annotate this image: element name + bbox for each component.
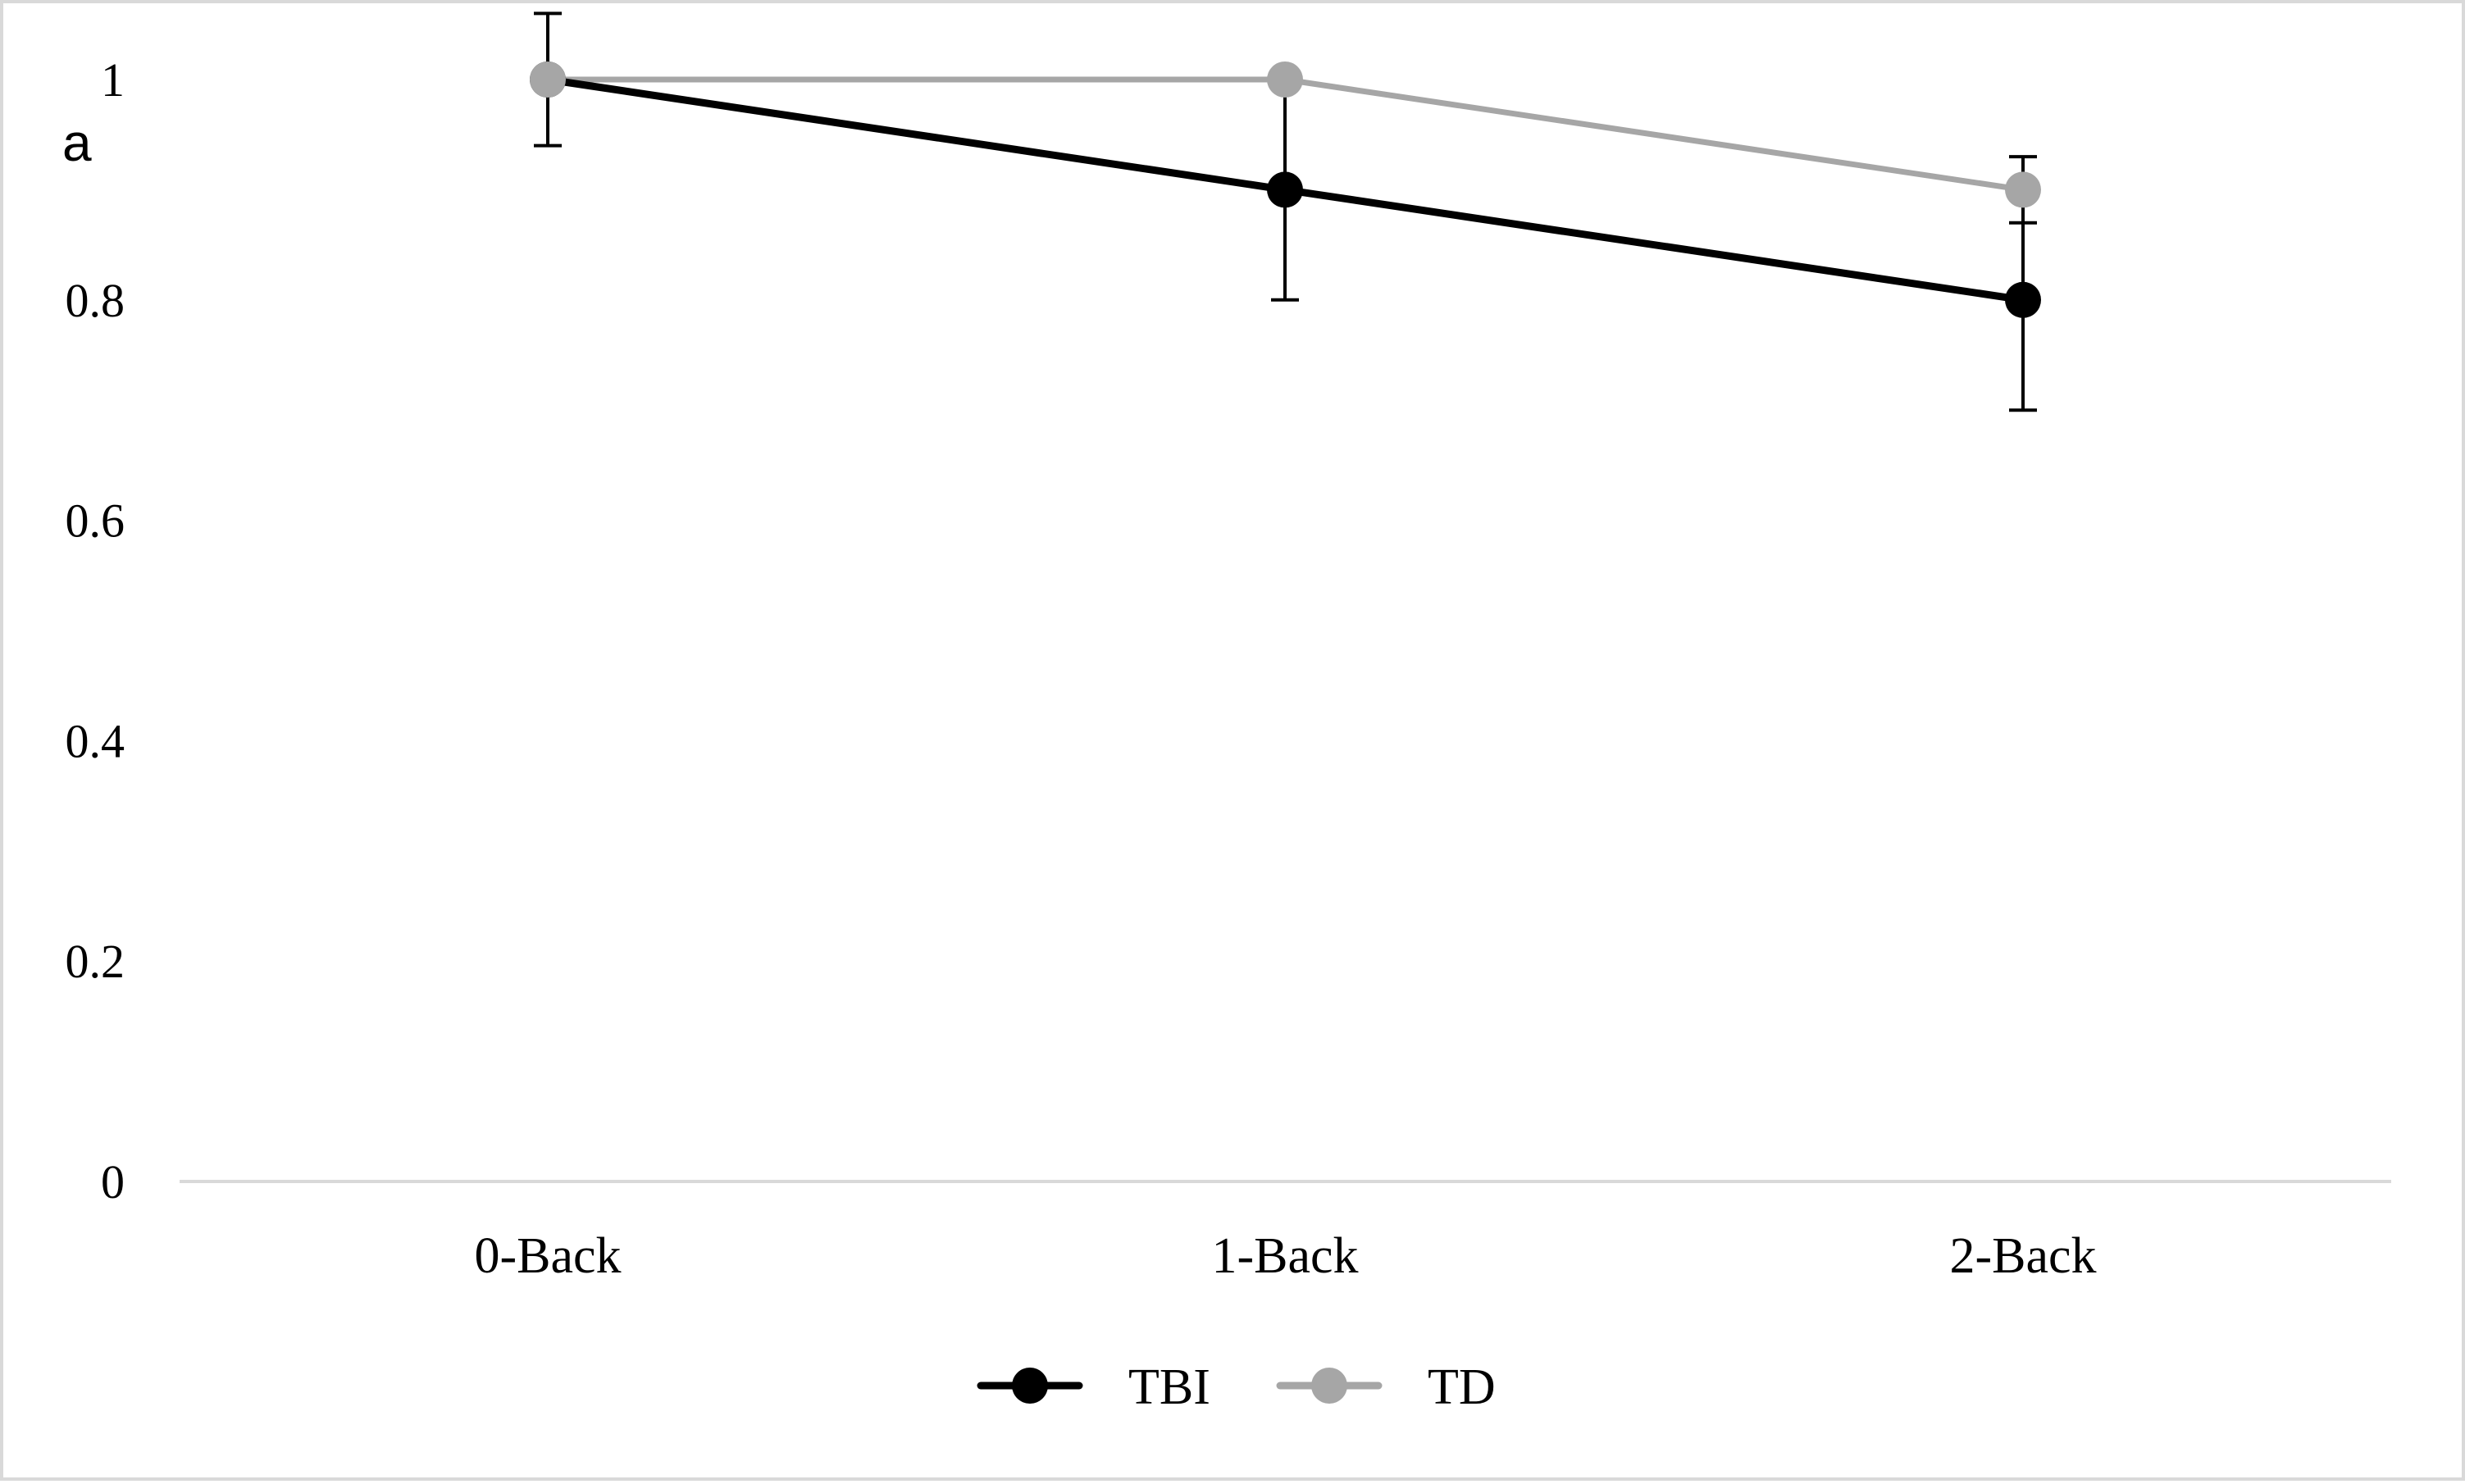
y-tick-label: 0.8 [66,274,125,327]
data-point-tbi [2005,281,2041,318]
data-point-td [1267,61,1303,98]
x-tick-label: 2-Back [1949,1228,2096,1284]
axis-layer: 0 0.2 0.4 0.6 0.8 1 0-Back 1-Back 2-Back [66,53,2391,1284]
y-tick-label: 1 [101,53,125,107]
data-point-tbi [1267,171,1303,208]
data-point-td [2005,171,2041,208]
y-tick-label: 0.6 [66,494,125,548]
y-tick-label: 0 [101,1155,125,1209]
legend-marker-td [1311,1368,1347,1404]
legend: TBI TD [977,1359,1496,1415]
legend-label-tbi: TBI [1128,1359,1210,1415]
legend-marker-tbi [1012,1368,1048,1404]
marker-layer [530,61,2041,318]
data-point-td [530,61,566,98]
x-tick-label: 1-Back [1211,1228,1358,1284]
chart-svg: 0 0.2 0.4 0.6 0.8 1 0-Back 1-Back 2-Back TBI TD a [62,11,2391,1415]
y-tick-label: 0.4 [66,714,125,767]
legend-label-td: TD [1428,1359,1496,1415]
panel-label: a [62,113,92,172]
x-tick-label: 0-Back [474,1228,621,1284]
y-tick-label: 0.2 [66,935,125,988]
